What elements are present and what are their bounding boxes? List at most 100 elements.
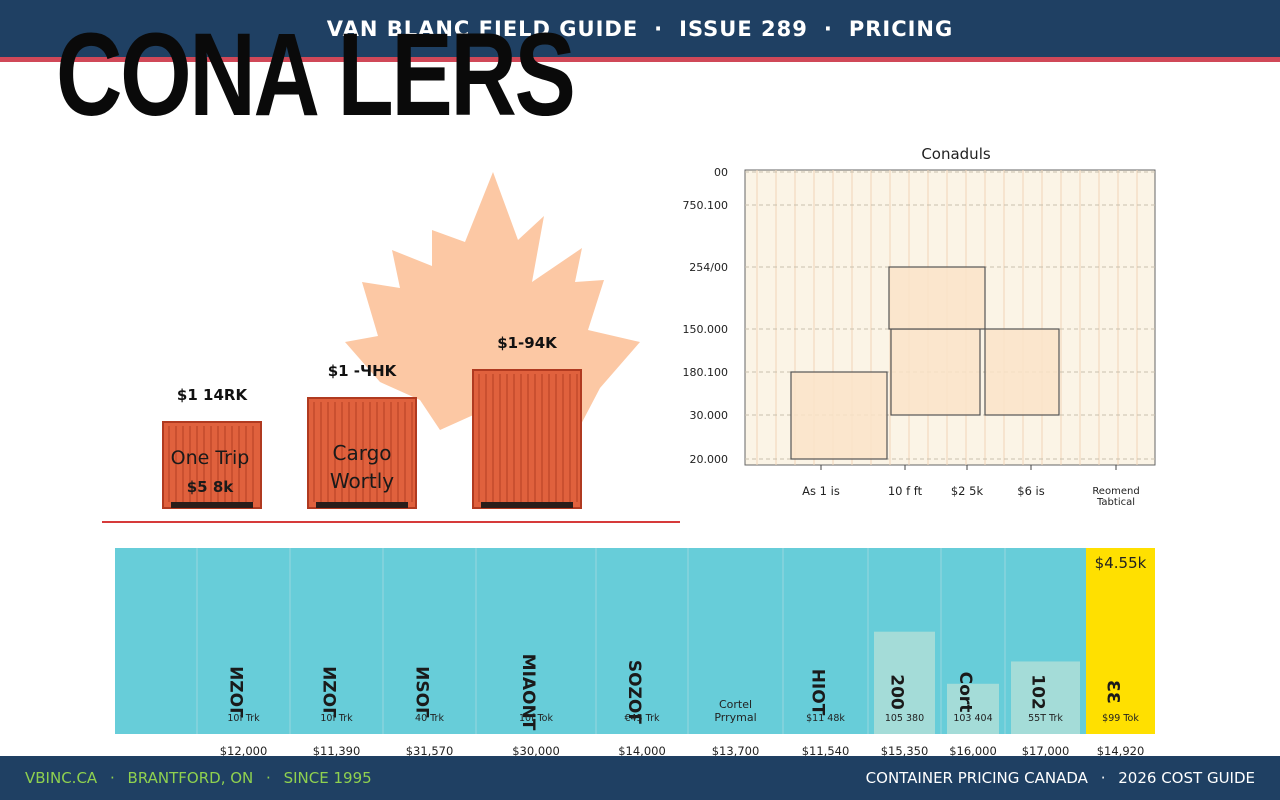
value-bar <box>874 631 935 734</box>
price-column: $4.55k ƐƐ $99 Tok <box>1086 548 1155 734</box>
column-sublabel: 55T Trk <box>1028 713 1063 724</box>
y-tick-label: 30.000 <box>690 409 729 422</box>
x-tick-label: $6 is <box>1017 484 1044 498</box>
page-title: CONA LERS <box>56 30 574 134</box>
price-column-bg <box>290 548 383 734</box>
header-publication: VAN BLANC FIELD GUIDE <box>326 16 639 41</box>
price-column-bg <box>476 548 596 734</box>
column-price: $12,000 <box>220 744 268 758</box>
y-tick-label: 00 <box>714 166 728 179</box>
column-label: Prrymal <box>714 711 756 724</box>
column-label: SOZOГ <box>624 660 644 724</box>
column-label: ИZOГ <box>226 666 246 718</box>
price-column-bg <box>688 548 783 734</box>
column-sublabel: 10f Trk <box>227 713 260 724</box>
column-sublabel: 40 Trk <box>415 713 444 724</box>
price-column-bg <box>383 548 476 734</box>
x-tick-label: As 1 is <box>802 484 840 498</box>
container-base <box>481 502 573 508</box>
column-sublabel: 10f Tok <box>519 713 553 724</box>
price-column: HIOT$11 48k <box>782 548 868 734</box>
container-price-label: $1 -ЧHK <box>328 362 398 380</box>
price-column: 102 55T Trk <box>1004 548 1086 734</box>
container-label: $5 8k <box>187 478 235 496</box>
column-price: $11,540 <box>802 744 850 758</box>
shipping-container: $1-94K <box>472 334 582 509</box>
header-rule <box>0 57 1280 62</box>
price-column-bg <box>783 548 868 734</box>
footer-right: CONTAINER PRICING CANADA · 2026 COST GUI… <box>866 769 1255 787</box>
chart-bar <box>984 328 1060 416</box>
column-sublabel: 10f Trk <box>320 713 353 724</box>
shipping-container: $1 14RK One Trip $5 8k <box>162 386 262 509</box>
footer-separator: · <box>109 769 115 787</box>
column-label: MIAONT <box>518 654 538 731</box>
column-price: $30,000 <box>512 744 560 758</box>
column-price: $31,570 <box>406 744 454 758</box>
chart-y-ticks: 00 750.100 254/00 150.000 180.100 30.000 20.00… <box>683 166 729 466</box>
footer-website-link[interactable]: VBINC.CA <box>25 769 98 787</box>
column-price: $15,350 <box>881 744 929 758</box>
price-column-bg <box>596 548 688 734</box>
y-tick-label: 254/00 <box>689 261 728 274</box>
column-price: $13,700 <box>712 744 760 758</box>
band-price-labels: $12,000 $11,390 $31,570 $30,000 $14,000 $13,7… <box>220 744 1145 758</box>
header-section: PRICING <box>848 16 954 41</box>
price-column: 200 105 380 <box>867 548 941 734</box>
chart-bar <box>890 328 981 416</box>
footer-since: SINCE 1995 <box>283 769 372 787</box>
chart-bar <box>888 266 986 330</box>
header-separator: · <box>654 16 664 41</box>
container-base <box>171 502 253 508</box>
chart-title: Conaduls <box>921 145 991 163</box>
column-sublabel: $99 Tok <box>1102 713 1139 724</box>
column-price: $17,000 <box>1022 744 1070 758</box>
column-label: Cort <box>955 672 975 713</box>
footer-location: BRANTFORD, ON <box>127 769 254 787</box>
container-body <box>162 421 262 509</box>
page-title-text: CONA LERS <box>56 30 574 134</box>
header-issue: ISSUE 289 <box>679 16 808 41</box>
x-tick-label: Reomend <box>1092 486 1139 497</box>
column-label: HIOT <box>808 669 828 716</box>
x-tick-label: $2 5k <box>951 484 984 498</box>
footer-topic: CONTAINER PRICING CANADA <box>865 769 1088 787</box>
x-tick-label: Tabtical <box>1096 497 1135 508</box>
conaduls-chart: Conaduls 00 750.100 254/00 150.000 180.100 30… <box>683 145 1156 508</box>
y-tick-label: 180.100 <box>683 366 729 379</box>
container-price-label: $1 14RK <box>177 386 249 404</box>
x-tick-label: 10 f ft <box>888 484 923 498</box>
column-label: ИZOГ <box>319 666 339 718</box>
container-body <box>472 369 582 509</box>
column-sublabel: 103 404 <box>953 713 992 724</box>
price-column-bg <box>1086 548 1155 734</box>
container-label: One Trip <box>171 447 250 469</box>
y-tick-label: 750.100 <box>683 199 729 212</box>
column-label: ƐƐ <box>1103 680 1123 704</box>
column-label: 102 <box>1028 674 1048 710</box>
column-price: $14,920 <box>1097 744 1145 758</box>
y-tick-label: 150.000 <box>683 323 729 336</box>
column-sublabel: 105 380 <box>885 713 924 724</box>
container-price-label: $1-94K <box>497 334 558 352</box>
column-price: $11,390 <box>313 744 361 758</box>
value-bar <box>947 683 999 734</box>
header-separator: · <box>823 16 833 41</box>
container-base <box>316 502 408 508</box>
footer-separator: · <box>1100 769 1106 787</box>
container-label: Wortly <box>330 469 394 493</box>
column-sublabel: €45 Trk <box>625 713 660 724</box>
price-column-bg <box>115 548 197 734</box>
chart-blocks <box>790 266 1060 460</box>
column-label: ИSOГ <box>412 666 432 718</box>
